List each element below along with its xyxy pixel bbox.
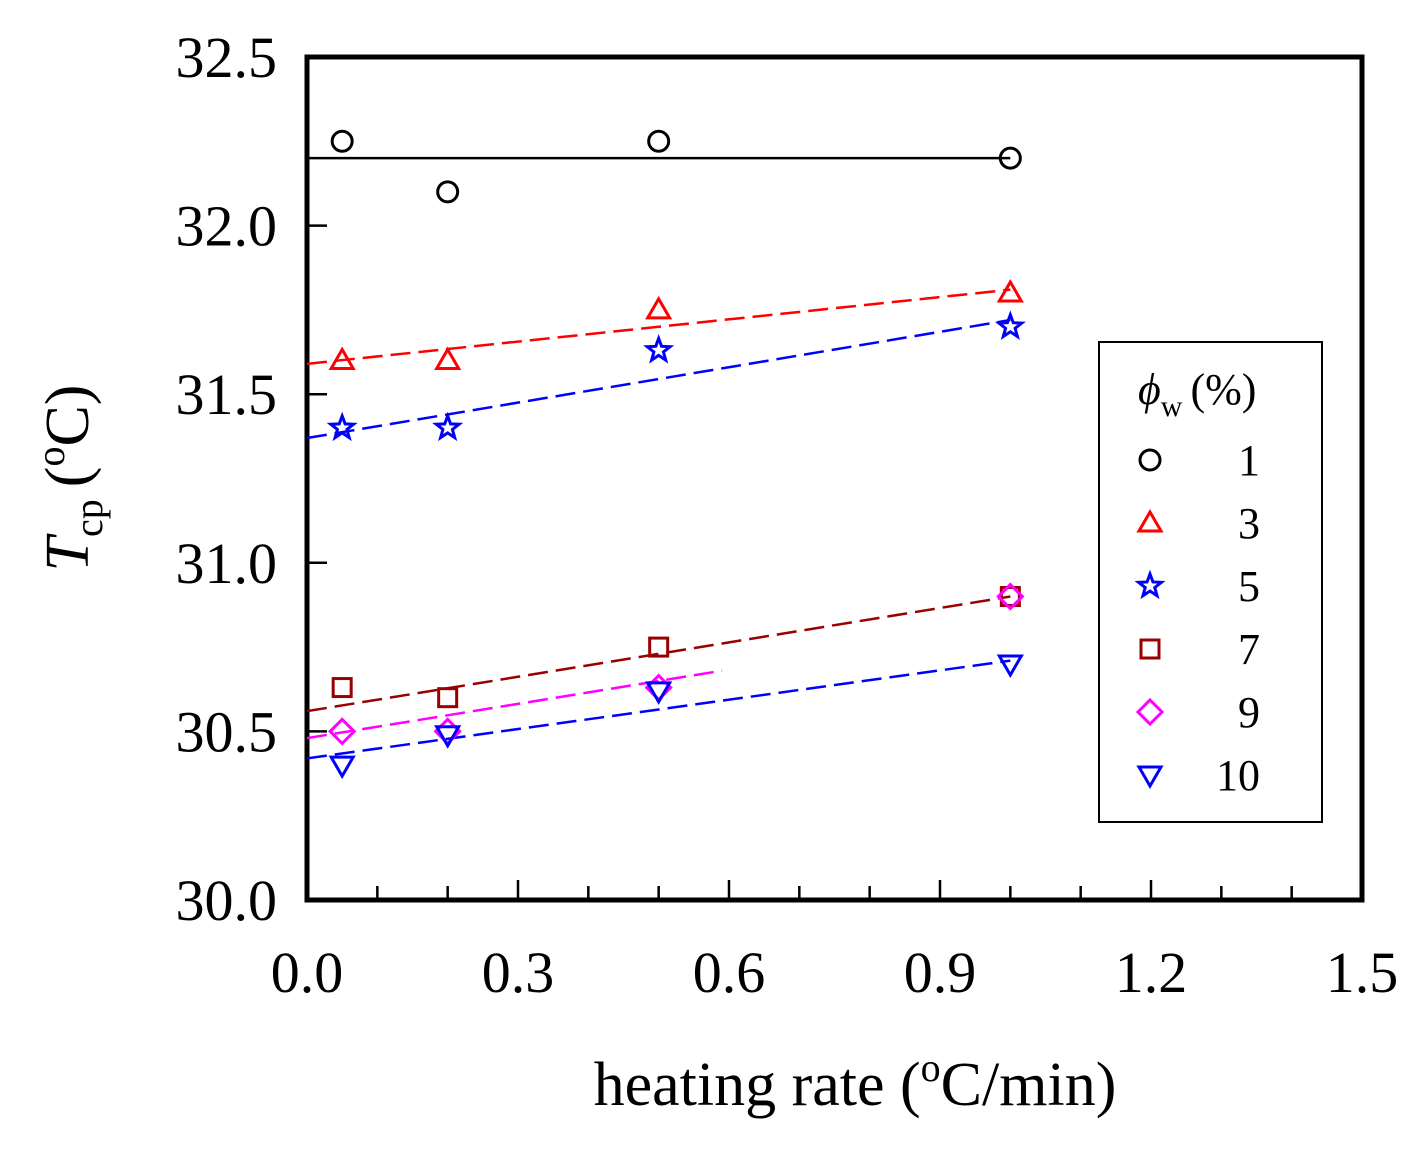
y-tick-label: 30.5 bbox=[176, 699, 278, 764]
y-axis-title: Tcp(oC) bbox=[28, 385, 111, 572]
y-tick-label: 31.0 bbox=[176, 531, 278, 596]
legend-marker-series-3 bbox=[1136, 509, 1164, 533]
y-tick-label: 30.0 bbox=[176, 868, 278, 933]
legend-marker-series-1 bbox=[1138, 448, 1162, 472]
x-tick-label: 1.5 bbox=[1326, 940, 1399, 1005]
point-series-10 bbox=[328, 755, 356, 780]
y-tick-label: 32.0 bbox=[176, 194, 278, 259]
x-tick-label: 0.3 bbox=[482, 940, 555, 1005]
point-series-9 bbox=[328, 717, 357, 746]
point-series-7 bbox=[999, 586, 1021, 608]
legend-marker-series-7 bbox=[1139, 638, 1161, 660]
legend-entries: 1 3 5 7 9 10 bbox=[1134, 436, 1260, 800]
fit-line-series-9 bbox=[306, 669, 723, 740]
fit-line-series-10 bbox=[306, 659, 1011, 760]
x-tick-label: 0.9 bbox=[904, 940, 977, 1005]
point-series-5 bbox=[643, 334, 675, 364]
point-series-7 bbox=[437, 687, 459, 709]
legend-label-series-3: 3 bbox=[1238, 499, 1260, 548]
legend: ϕw (%) 1 3 5 7 9 10 bbox=[1098, 341, 1323, 823]
point-series-3 bbox=[645, 295, 673, 320]
point-series-9 bbox=[996, 582, 1025, 611]
y-tick-label: 31.5 bbox=[176, 362, 278, 427]
point-series-5 bbox=[326, 411, 358, 442]
plot-area bbox=[304, 54, 1365, 903]
point-series-1 bbox=[647, 129, 671, 153]
legend-marker-series-10 bbox=[1136, 765, 1164, 789]
point-series-3 bbox=[328, 346, 356, 370]
point-series-5 bbox=[994, 310, 1026, 340]
point-series-10 bbox=[996, 654, 1024, 678]
legend-marker-series-9 bbox=[1135, 697, 1165, 727]
legend-label-series-10: 10 bbox=[1216, 751, 1260, 800]
x-tick-label: 1.2 bbox=[1115, 940, 1188, 1005]
legend-title: ϕw (%) bbox=[1138, 365, 1256, 423]
axis-ticks bbox=[307, 224, 1293, 900]
point-series-3 bbox=[434, 346, 462, 370]
x-tick-label: 0.6 bbox=[693, 940, 766, 1005]
point-series-10 bbox=[434, 725, 462, 749]
fit-line-series-3 bbox=[306, 288, 1011, 366]
point-series-7 bbox=[331, 677, 353, 699]
x-axis-title: heating rate (oC/min) bbox=[594, 1045, 1117, 1119]
fit-line-series-7 bbox=[306, 595, 1011, 713]
tick-labels: 0.0 0.3 0.6 0.9 1.2 1.5 30.0 30.5 31.0 31.5 32.0 32… bbox=[176, 25, 1399, 1005]
legend-marker-series-5 bbox=[1134, 569, 1166, 600]
point-series-1 bbox=[998, 146, 1022, 170]
plot-frame bbox=[304, 54, 1365, 903]
legend-label-series-1: 1 bbox=[1238, 436, 1260, 485]
legend-label-series-7: 7 bbox=[1238, 625, 1260, 674]
y-tick-label: 32.5 bbox=[176, 25, 278, 90]
legend-label-series-9: 9 bbox=[1238, 688, 1260, 737]
legend-label-series-5: 5 bbox=[1238, 562, 1260, 611]
point-series-5 bbox=[432, 411, 464, 442]
legend-box bbox=[1098, 341, 1323, 823]
point-series-7 bbox=[648, 636, 670, 658]
fit-lines bbox=[306, 156, 1011, 760]
point-series-1 bbox=[330, 129, 354, 153]
x-tick-label: 0.0 bbox=[271, 940, 344, 1005]
fit-line-series-5 bbox=[306, 318, 1011, 440]
data-markers bbox=[326, 129, 1026, 780]
point-series-1 bbox=[436, 180, 460, 204]
point-series-10 bbox=[645, 681, 673, 705]
point-series-3 bbox=[996, 279, 1024, 303]
